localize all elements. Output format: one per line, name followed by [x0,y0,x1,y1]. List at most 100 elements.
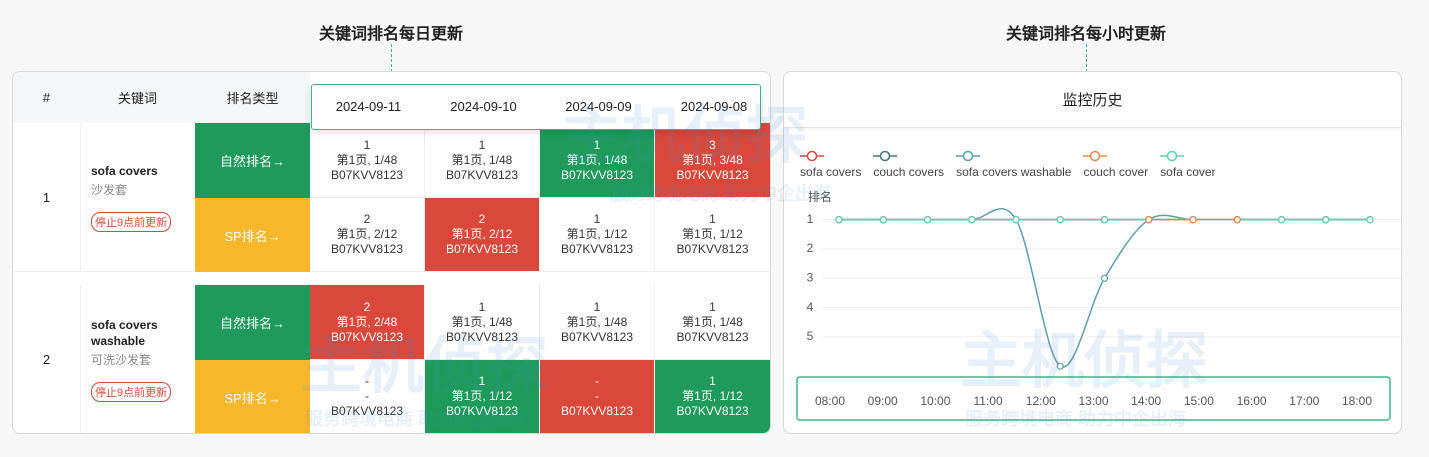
series-point [1189,216,1197,224]
x-tick-label: 18:00 [1342,394,1372,408]
rank-type: SP排名→ [195,198,310,272]
rank: 1 [478,137,486,152]
y-tick-label: 3 [807,270,814,284]
legend-icon [873,150,898,162]
legend-item[interactable]: sofa covers washable [956,150,1071,179]
axis-highlight [796,376,1391,421]
column-header: 关键词 [80,72,195,123]
rank: 2 [363,212,371,226]
keyword-translation: 可洗沙发套 [91,352,152,367]
rank: 2 [363,299,371,314]
legend-item[interactable]: couch cover [1083,150,1148,179]
asin: B07KVV8123 [676,404,749,418]
asin: B07KVV8123 [676,329,749,344]
status-badge: 停止9点前更新 [91,381,172,402]
connector [1086,44,1087,72]
keyword-cell: sofa covers washable 可洗沙发套停止9点前更新 [80,285,195,433]
legend-marker [962,150,974,162]
rank-cell: 1 第1页, 1/48 B07KVV8123 [425,123,540,198]
legend-marker [1166,150,1178,162]
rank-cell: 2 第1页, 2/12 B07KVV8123 [425,198,540,272]
row-index: 2 [13,285,80,433]
rank-cell: 1 第1页, 1/48 B07KVV8123 [310,123,425,198]
asin: B07KVV8123 [676,242,749,256]
series-point [1056,216,1064,224]
legend-item[interactable]: couch covers [873,150,944,179]
x-tick-label: 17:00 [1289,394,1319,408]
asin: B07KVV8123 [560,242,634,256]
keyword-translation: 沙发套 [91,182,128,197]
rank-cell: 1 第1页, 1/12 B07KVV8123 [655,360,770,433]
rank-cell: - - B07KVV8123 [540,360,655,433]
page-position: 第1页, 1/48 [682,314,743,329]
page-position: 第1页, 1/12 [682,227,743,241]
x-tick-label: 11:00 [974,394,1003,408]
rank: 1 [363,137,371,152]
date-header-label: 2024-09-10 [450,99,517,114]
asin: B07KVV8123 [560,404,634,418]
series-point [1056,362,1064,370]
series-point [1100,274,1109,282]
rank: 1 [709,299,716,314]
x-tick-label: 14:00 [1131,394,1161,408]
rank-cell: 1 第1页, 1/12 B07KVV8123 [425,360,540,433]
rank-cell: 1 第1页, 1/48 B07KVV8123 [425,285,540,360]
asin: B07KVV8123 [445,329,519,344]
asin: B07KVV8123 [560,167,634,182]
series-point [1012,216,1020,224]
column-header: 排名类型 [195,72,310,123]
x-tick-label: 15:00 [1184,394,1214,408]
rank-cell: - - B07KVV8123 [310,360,425,433]
series-point [835,216,843,224]
ranking-table: # 关键词 排名类型 1 sofa covers 沙发套 停止9点前更新 自然排名→ 1 第1页,… [12,71,771,434]
rank: 1 [478,299,486,314]
asin: B07KVV8123 [330,329,404,344]
rank: 3 [709,137,716,152]
rank-cell: 1 第1页, 1/12 B07KVV8123 [540,198,655,272]
page-position: 第1页, 3/48 [682,152,743,167]
history-panel: 监控历史 sofa covers couch covers sofa covers … [783,71,1402,434]
keyword: sofa covers washable [91,317,158,348]
page-position: 第1页, 2/48 [336,314,398,329]
series-line [839,208,1370,368]
rank: 1 [478,374,486,388]
page-position: - [595,389,599,403]
legend-marker [1090,150,1101,162]
legend-icon [1160,150,1185,162]
rank-cell: 3 第1页, 3/48 B07KVV8123 [655,123,770,198]
rank-cell: 2 第1页, 2/48 B07KVV8123 [310,285,425,360]
page-position: 第1页, 1/12 [682,389,743,403]
x-tick-label: 12:00 [1026,394,1056,408]
y-tick-label: 1 [807,212,814,226]
legend: sofa covers couch covers sofa covers washa… [800,150,1400,179]
asin: B07KVV8123 [445,242,519,256]
rank-cell: 1 第1页, 1/48 B07KVV8123 [540,123,655,198]
rank: - [595,374,599,388]
asin: B07KVV8123 [330,404,404,418]
y-axis-label: 排名 [808,189,832,204]
rank: 1 [593,137,601,152]
series-point [1100,216,1109,224]
series-point [1277,216,1286,224]
x-tick-label: 09:00 [868,394,898,408]
caption: 关键词排名每日更新 [318,26,463,43]
series-point [879,216,887,224]
legend-item[interactable]: sofa covers [800,150,861,179]
chart-title: 监控历史 [784,72,1401,128]
row-index: 1 [13,123,80,272]
legend-marker [880,150,891,162]
series-point [923,216,932,224]
page-position: 第1页, 1/48 [451,314,513,329]
y-tick-label: 2 [807,241,814,255]
series-point [1366,216,1374,224]
date-header-label: 2024-09-09 [565,99,632,114]
caption: 关键词排名每小时更新 [1005,26,1166,43]
page-position: - [365,389,369,403]
legend-item[interactable]: sofa cover [1160,150,1216,179]
y-tick-label: 5 [807,329,814,343]
series-point [1233,216,1241,224]
keyword-cell: sofa covers 沙发套 停止9点前更新 [80,123,195,272]
rank: - [365,374,369,388]
rank: 1 [709,374,716,388]
